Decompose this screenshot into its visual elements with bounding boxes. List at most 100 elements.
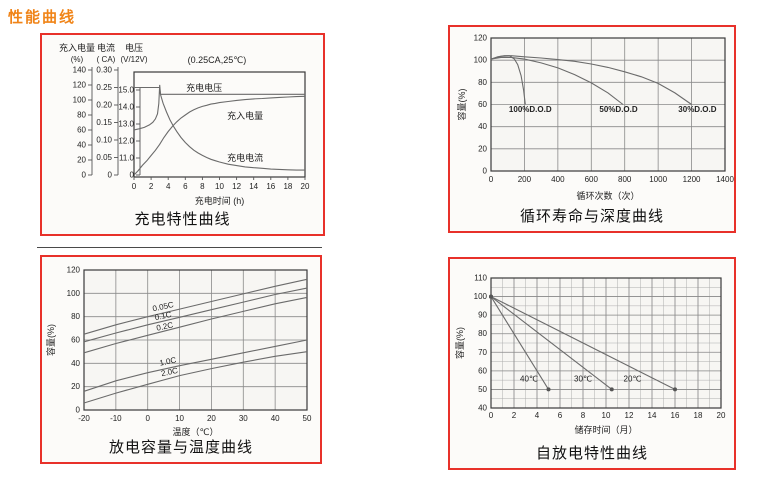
svg-text:4: 4	[535, 411, 540, 420]
svg-text:0.2C: 0.2C	[156, 320, 175, 332]
svg-text:40: 40	[71, 359, 80, 368]
svg-text:( CA): ( CA)	[97, 55, 116, 64]
svg-text:16: 16	[671, 411, 680, 420]
charge-characteristics-caption: 充电特性曲线	[134, 212, 231, 228]
svg-text:10: 10	[215, 182, 224, 191]
self-discharge-panel: 0 2 4 6 8 10 12 14 16 18 20 110 100 90 80 70 60 50 40 40℃ 30…	[448, 257, 736, 470]
svg-text:80: 80	[478, 329, 487, 338]
svg-text:2: 2	[149, 182, 154, 191]
svg-text:0.20: 0.20	[96, 101, 112, 110]
svg-text:600: 600	[585, 175, 599, 184]
svg-text:容量(%): 容量(%)	[454, 327, 465, 359]
cycle-life-panel: 0 200 400 600 800 1000 1200 1400 120 100 80 60 40 20 0…	[448, 25, 736, 233]
svg-text:16: 16	[266, 182, 275, 191]
svg-text:800: 800	[618, 175, 632, 184]
svg-text:90: 90	[478, 311, 487, 320]
svg-text:40: 40	[271, 414, 280, 423]
discharge-capacity-caption: 放电容量与温度曲线	[108, 440, 253, 456]
svg-text:14.0: 14.0	[118, 103, 134, 112]
svg-text:充电电流: 充电电流	[227, 152, 263, 163]
divider-line	[37, 247, 322, 248]
svg-text:电流: 电流	[97, 42, 115, 53]
svg-text:30%D.O.D: 30%D.O.D	[678, 105, 716, 114]
svg-text:12.0: 12.0	[118, 137, 134, 146]
svg-text:1000: 1000	[649, 175, 667, 184]
svg-text:容量(%): 容量(%)	[45, 324, 56, 356]
svg-text:14: 14	[648, 411, 657, 420]
cycle-life-caption: 循环寿命与深度曲线	[519, 209, 664, 225]
svg-text:8: 8	[581, 411, 586, 420]
svg-text:15.0: 15.0	[118, 86, 134, 95]
svg-text:0: 0	[145, 414, 150, 423]
svg-text:30: 30	[239, 414, 248, 423]
svg-text:12: 12	[625, 411, 634, 420]
svg-text:0: 0	[76, 406, 81, 415]
svg-text:0.05: 0.05	[96, 153, 112, 162]
svg-text:充入电量: 充入电量	[227, 110, 263, 121]
svg-text:(%): (%)	[71, 55, 84, 64]
svg-text:电压: 电压	[125, 42, 143, 53]
svg-text:18: 18	[283, 182, 292, 191]
svg-text:充电电压: 充电电压	[186, 82, 222, 93]
svg-text:60: 60	[478, 100, 487, 109]
svg-text:80: 80	[71, 312, 80, 321]
svg-text:0: 0	[489, 411, 494, 420]
svg-text:200: 200	[518, 175, 532, 184]
discharge-capacity-chart: -20 -10 0 10 20 30 40 50 120 100 80 60 40 20 0 0.05C0.1…	[45, 266, 312, 438]
self-discharge-chart: 0 2 4 6 8 10 12 14 16 18 20 110 100 90 80 70 60 50 40 40℃ 30…	[454, 274, 726, 436]
svg-text:20: 20	[301, 182, 310, 191]
svg-text:1200: 1200	[683, 175, 701, 184]
svg-text:400: 400	[551, 175, 565, 184]
svg-text:(0.25CA,25℃): (0.25CA,25℃)	[188, 55, 247, 65]
svg-text:循环次数（次）: 循环次数（次）	[576, 190, 639, 201]
svg-text:20: 20	[71, 382, 80, 391]
svg-text:1400: 1400	[716, 175, 734, 184]
svg-text:100: 100	[474, 56, 488, 65]
svg-text:0: 0	[489, 175, 494, 184]
svg-text:20: 20	[77, 156, 86, 165]
svg-text:0.30: 0.30	[96, 66, 112, 75]
svg-text:18: 18	[694, 411, 703, 420]
svg-text:容量(%): 容量(%)	[456, 89, 467, 121]
self-discharge-caption: 自放电特性曲线	[535, 446, 648, 462]
svg-text:60: 60	[71, 336, 80, 345]
svg-text:20: 20	[478, 144, 487, 153]
charge-characteristics-panel: 充入电量 (%) 140 120 100 80 60 40 20 0 电流( CA) 0.30 0.25…	[40, 33, 325, 236]
svg-text:12: 12	[232, 182, 241, 191]
svg-text:0.25: 0.25	[96, 83, 112, 92]
svg-text:40: 40	[478, 404, 487, 413]
svg-text:70: 70	[478, 348, 487, 357]
svg-text:6: 6	[558, 411, 563, 420]
svg-text:10: 10	[175, 414, 184, 423]
svg-text:60: 60	[478, 366, 487, 375]
svg-text:40: 40	[77, 141, 86, 150]
svg-text:140: 140	[73, 66, 87, 75]
svg-text:100: 100	[73, 96, 87, 105]
svg-text:40: 40	[478, 122, 487, 131]
svg-text:80: 80	[478, 78, 487, 87]
svg-text:0.1C: 0.1C	[154, 310, 173, 322]
svg-text:充电时间 (h): 充电时间 (h)	[195, 195, 245, 206]
svg-text:6: 6	[183, 182, 188, 191]
svg-text:0: 0	[132, 182, 137, 191]
svg-text:100: 100	[474, 292, 488, 301]
svg-text:0.15: 0.15	[96, 118, 112, 127]
svg-text:40℃: 40℃	[520, 374, 538, 383]
svg-text:0.10: 0.10	[96, 136, 112, 145]
svg-text:60: 60	[77, 126, 86, 135]
svg-text:11.0: 11.0	[119, 154, 135, 163]
svg-text:50: 50	[478, 385, 487, 394]
svg-text:120: 120	[73, 81, 87, 90]
svg-text:4: 4	[166, 182, 171, 191]
svg-text:30℃: 30℃	[574, 374, 592, 383]
svg-text:8: 8	[200, 182, 205, 191]
discharge-capacity-panel: -20 -10 0 10 20 30 40 50 120 100 80 60 40 20 0 0.05C 0.1…	[40, 255, 322, 464]
svg-text:100%D.O.D: 100%D.O.D	[509, 105, 552, 114]
svg-text:20: 20	[207, 414, 216, 423]
cycle-life-chart: 0 200 400 600 800 1000 1200 1400120100806040200…	[456, 34, 734, 202]
svg-text:10: 10	[602, 411, 611, 420]
svg-text:(V/12V): (V/12V)	[120, 55, 147, 64]
svg-text:-20: -20	[78, 414, 90, 423]
